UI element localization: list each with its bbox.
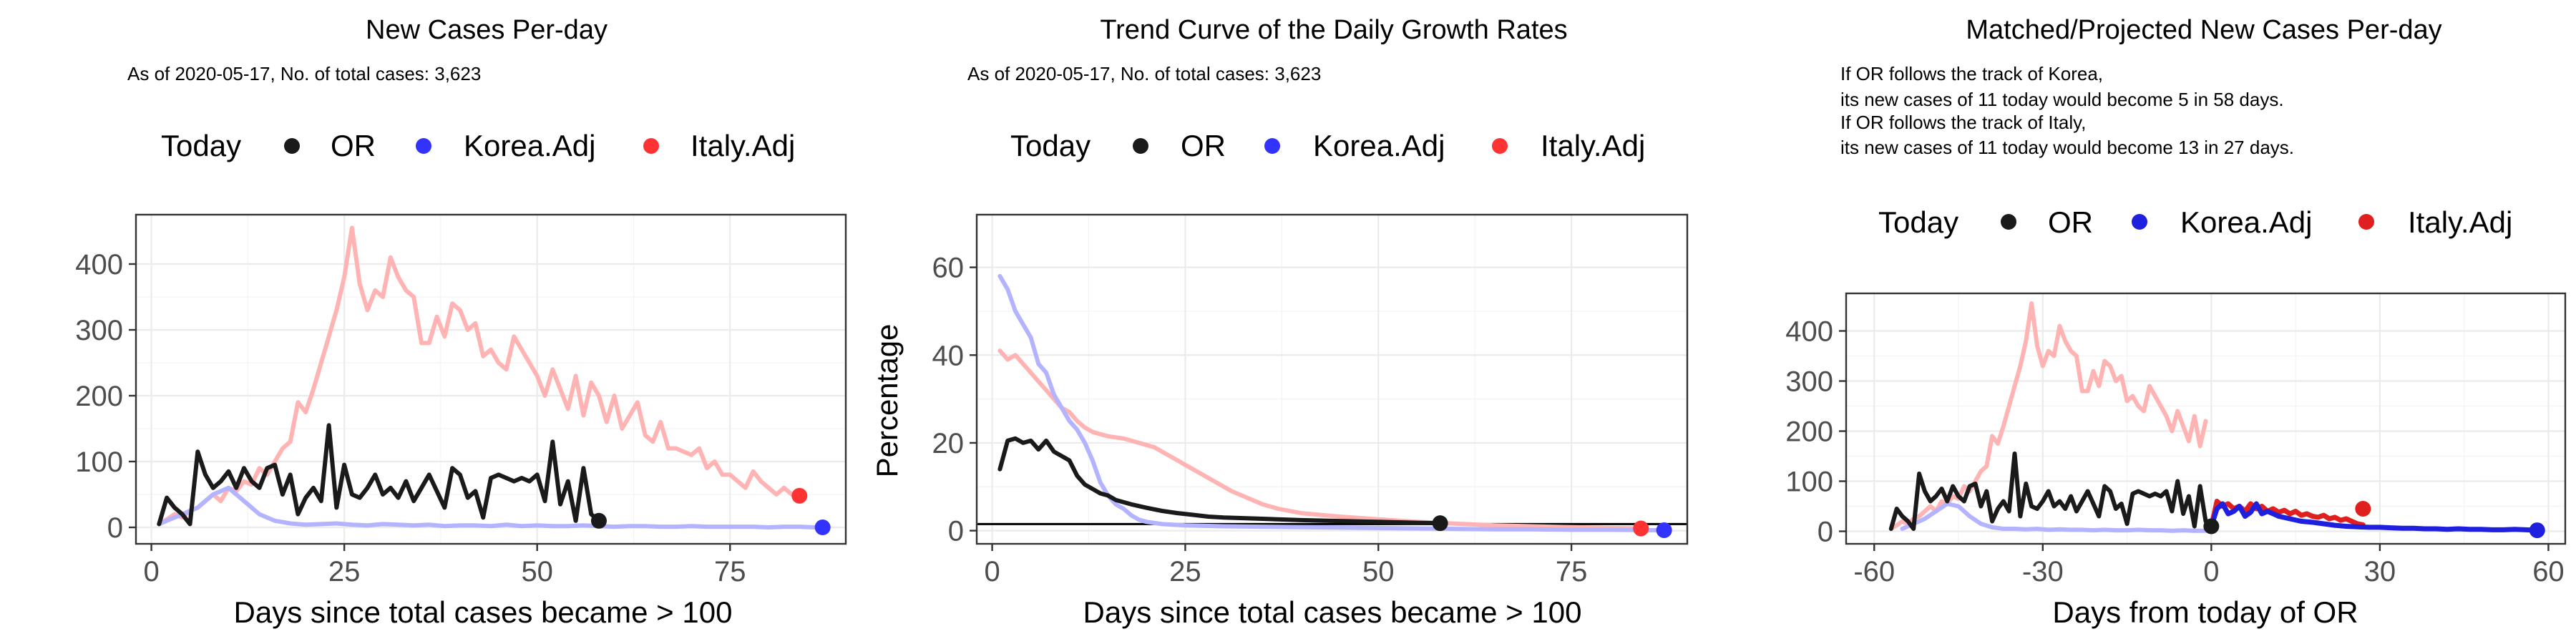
x-tick-label: 25	[328, 556, 361, 587]
chart-3-note-1: If OR follows the track of Korea,	[1840, 63, 2103, 84]
x-tick-label: 0	[2203, 556, 2219, 587]
y-tick-label: 400	[75, 249, 123, 280]
y-tick-label: 60	[932, 253, 965, 284]
series-line-italy	[997, 348, 1644, 531]
y-tick-label: 300	[1785, 366, 1833, 398]
chart-3-xlabel: Days from today of OR	[2052, 595, 2358, 629]
legend-1-italy-key	[643, 138, 659, 154]
legend-3-title: Today	[1878, 205, 1958, 239]
series-line-or	[157, 423, 601, 527]
legend-2-korea-label: Korea.Adj	[1313, 129, 1445, 162]
chart-1-legend: Today OR Korea.Adj Italy.Adj	[161, 129, 795, 162]
today-point-italy	[1633, 520, 1649, 537]
legend-3-italy-key	[2358, 214, 2374, 230]
today-point-korea	[2529, 522, 2545, 539]
chart-2-ylabel: Percentage	[870, 324, 904, 478]
y-tick-label: 20	[932, 428, 965, 459]
legend-1-korea-key	[416, 138, 431, 154]
chart-2-xlabel: Days since total cases became > 100	[1083, 595, 1582, 629]
y-tick-label: 400	[1785, 316, 1833, 348]
legend-2-italy-label: Italy.Adj	[1541, 129, 1645, 162]
chart-3-note-2: its new cases of 11 today would become 5…	[1840, 89, 2284, 110]
chart-2-legend: Today OR Korea.Adj Italy.Adj	[1010, 129, 1645, 162]
chart-3-note-3: If OR follows the track of Italy,	[1840, 112, 2086, 133]
x-tick-label: 75	[714, 556, 746, 587]
panel-border	[135, 213, 847, 545]
projection-line-korea	[2208, 501, 2540, 533]
series-line-korea	[997, 273, 1667, 532]
chart-1-subtitle: As of 2020-05-17, No. of total cases: 3,…	[127, 63, 481, 84]
chart-2-title: Trend Curve of the Daily Growth Rates	[1100, 15, 1567, 45]
x-tick-label: -30	[2022, 556, 2064, 587]
x-tick-label: 0	[143, 556, 159, 587]
legend-1-or-key	[284, 138, 300, 154]
series-line-or	[997, 436, 1443, 526]
chart-2-plot: 0 25 50 75 0 20 40 60	[932, 213, 1689, 587]
x-tick-label: 30	[2364, 556, 2396, 587]
x-tick-label: 25	[1169, 556, 1201, 587]
chart-1-xlabel: Days since total cases became > 100	[234, 595, 733, 629]
x-tick-label: 50	[521, 556, 553, 587]
legend-2-or-key	[1133, 138, 1148, 154]
legend-3-italy-label: Italy.Adj	[2408, 205, 2512, 239]
y-tick-label: 0	[1818, 517, 1833, 548]
chart-3-plot: -60 -30 0 30 60 0 100 200 300 400	[1785, 292, 2567, 587]
series-line-italy	[1888, 301, 2208, 531]
series-layer	[977, 273, 1687, 532]
panel-projected: Matched/Projected New Cases Per-day If O…	[1785, 15, 2567, 629]
y-tick-label: 0	[107, 512, 123, 544]
chart-3-legend: Today OR Korea.Adj Italy.Adj	[1878, 205, 2512, 239]
x-tick-label: 50	[1362, 556, 1395, 587]
panel-border	[1845, 292, 2567, 545]
today-point-or	[1432, 515, 1448, 532]
today-point-or	[590, 512, 607, 529]
legend-3-or-key	[2001, 214, 2016, 230]
y-tick-label: 100	[1785, 467, 1833, 498]
legend-1-italy-label: Italy.Adj	[691, 129, 795, 162]
chart-2-subtitle: As of 2020-05-17, No. of total cases: 3,…	[967, 63, 1321, 84]
legend-3-korea-key	[2132, 214, 2147, 230]
today-point-korea	[1656, 522, 1672, 538]
y-tick-label: 200	[75, 381, 123, 412]
series-line-korea	[1900, 502, 2208, 533]
legend-2-title: Today	[1010, 129, 1091, 162]
legend-2-korea-key	[1264, 138, 1280, 154]
series-line-or	[1888, 452, 2214, 531]
chart-1-title: New Cases Per-day	[366, 15, 608, 45]
today-point-or	[2203, 518, 2220, 535]
today-point-korea	[814, 519, 831, 535]
series-line-korea	[157, 485, 825, 530]
x-tick-label: 0	[984, 556, 1000, 587]
x-tick-label: 60	[2532, 556, 2565, 587]
legend-2-italy-key	[1492, 138, 1508, 154]
today-point-italy	[2355, 501, 2371, 517]
panel-border	[975, 213, 1689, 545]
chart-3-note-4: its new cases of 11 today would become 1…	[1840, 137, 2294, 158]
chart-1-plot: 0 25 50 75 0 100 200 300 400	[75, 213, 847, 587]
legend-1-or-label: OR	[331, 129, 376, 162]
y-tick-label: 0	[948, 516, 964, 547]
legend-1-korea-label: Korea.Adj	[464, 129, 595, 162]
legend-2-or-label: OR	[1181, 129, 1226, 162]
y-tick-label: 40	[932, 340, 965, 371]
panel-new-cases: New Cases Per-day As of 2020-05-17, No. …	[75, 15, 847, 629]
series-line-italy	[157, 225, 802, 527]
y-tick-label: 100	[75, 447, 123, 478]
series-layer	[157, 225, 825, 530]
today-point-italy	[791, 487, 808, 504]
panel-growth-rates: Trend Curve of the Daily Growth Rates As…	[870, 15, 1689, 629]
series-layer	[1888, 301, 2540, 533]
legend-1-title: Today	[161, 129, 241, 162]
legend-3-or-label: OR	[2048, 205, 2093, 239]
legend-3-korea-label: Korea.Adj	[2180, 205, 2312, 239]
y-tick-label: 200	[1785, 416, 1833, 448]
x-tick-label: 75	[1556, 556, 1588, 587]
x-tick-label: -60	[1853, 556, 1895, 587]
chart-3-title: Matched/Projected New Cases Per-day	[1966, 15, 2441, 45]
y-tick-label: 300	[75, 315, 123, 346]
